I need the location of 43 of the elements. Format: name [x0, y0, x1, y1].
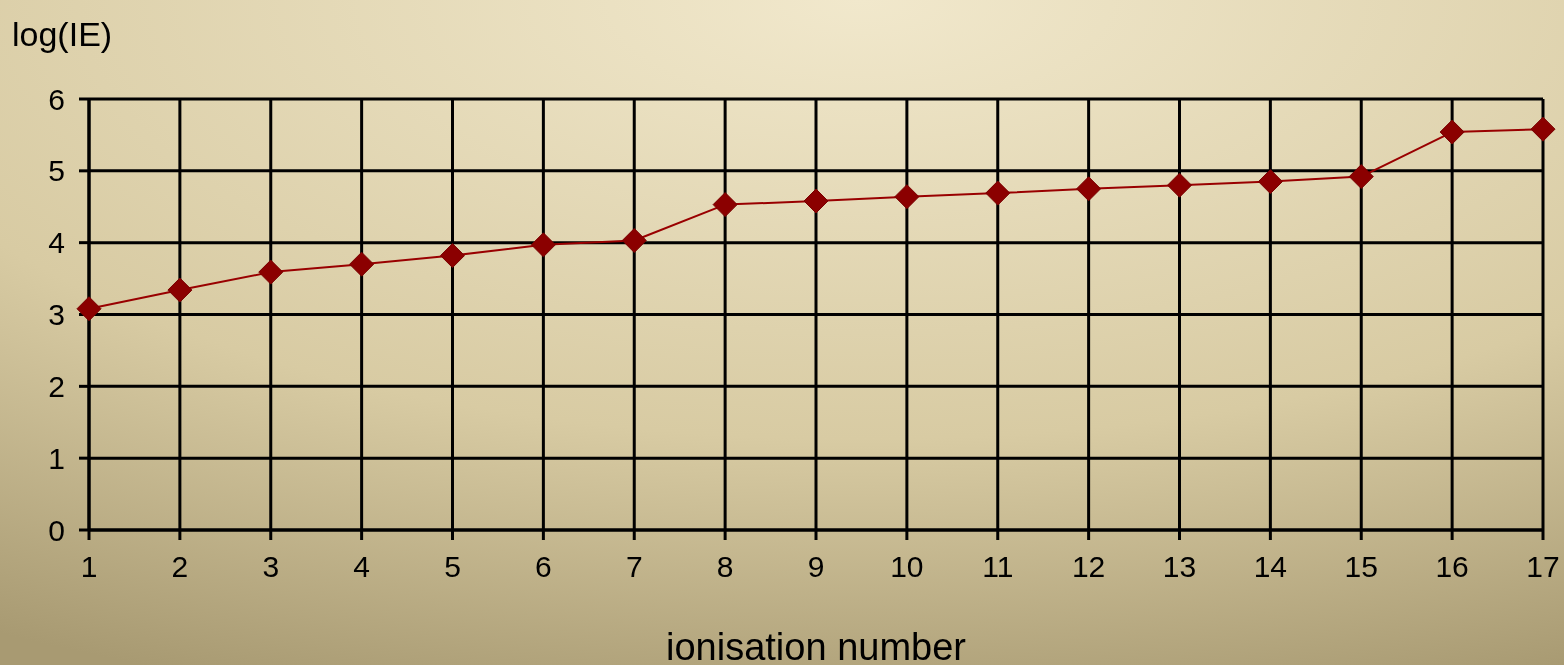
- x-tick-label: 7: [625, 549, 643, 583]
- x-tick-label: 1: [80, 549, 98, 583]
- x-tick-label: 9: [807, 549, 825, 583]
- point: [258, 259, 284, 285]
- x-tick-label: 11: [982, 549, 1014, 583]
- point: [712, 192, 738, 218]
- x-tick-label: 15: [1344, 549, 1378, 583]
- x-tick-label: 4: [353, 549, 370, 583]
- point: [440, 243, 465, 269]
- x-axis-title: ionisation number: [666, 626, 967, 665]
- x-tick-label: 10: [890, 549, 924, 583]
- point: [1439, 119, 1465, 145]
- point: [894, 184, 920, 210]
- point: [349, 251, 375, 277]
- y-tick-label: 1: [48, 441, 65, 475]
- x-tick-label: 16: [1435, 549, 1469, 583]
- x-tick-label: 12: [1071, 549, 1106, 583]
- x-tick-label: 3: [262, 549, 280, 583]
- x-tick-label: 2: [171, 549, 189, 583]
- x-tick-label: 8: [716, 549, 734, 583]
- x-tick-label: 13: [1162, 549, 1197, 583]
- y-tick-label: 2: [48, 369, 65, 403]
- point: [1530, 116, 1556, 142]
- point: [530, 232, 556, 258]
- point: [985, 180, 1011, 206]
- point: [1076, 176, 1102, 202]
- y-axis-title: log(IE): [12, 15, 113, 53]
- point: [76, 296, 102, 322]
- x-tick-label: 5: [444, 549, 461, 583]
- y-tick-label: 0: [48, 513, 65, 547]
- x-tick-label: 14: [1253, 549, 1288, 583]
- y-tick-label: 4: [48, 226, 65, 260]
- y-tick-label: 6: [48, 82, 65, 116]
- point: [1257, 169, 1283, 195]
- x-tick-label: 6: [535, 549, 552, 583]
- point: [1348, 164, 1374, 190]
- point: [803, 188, 829, 214]
- point: [167, 277, 193, 303]
- y-tick-label: 3: [48, 298, 65, 331]
- y-tick-label: 5: [48, 154, 65, 188]
- point: [1167, 172, 1192, 198]
- x-tick-label: 17: [1526, 549, 1560, 583]
- point: [621, 228, 647, 254]
